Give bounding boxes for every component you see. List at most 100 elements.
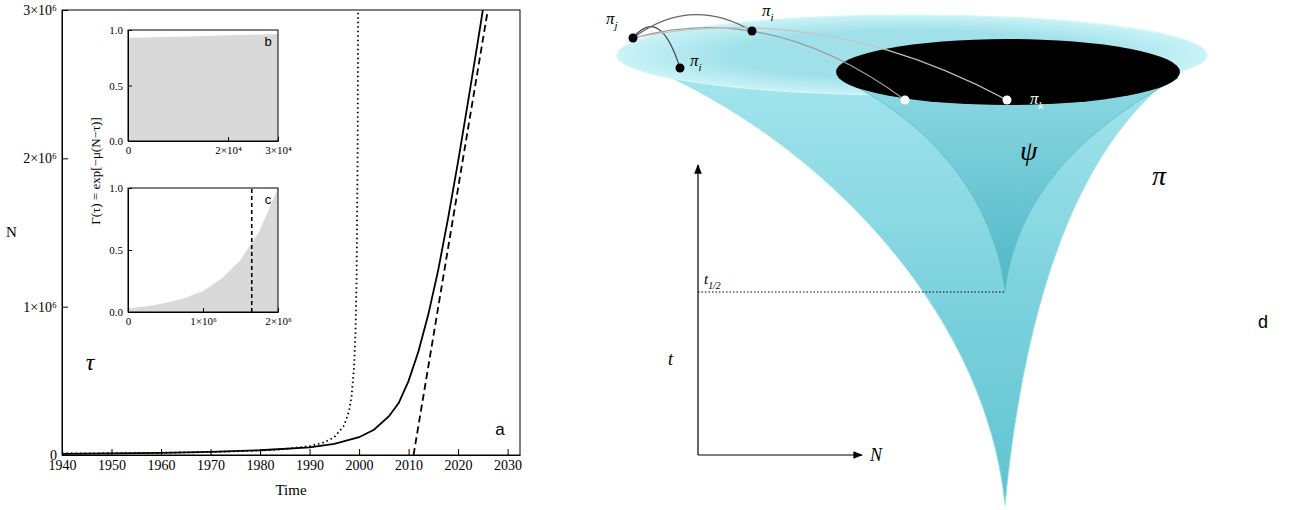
x-tick: 1960	[148, 449, 176, 473]
x-tick-label: 3×10⁴	[265, 144, 292, 156]
x-tick-mark	[508, 449, 509, 455]
y-tick-mark	[128, 250, 132, 251]
reference-line	[251, 188, 253, 312]
cone-body	[617, 55, 1207, 505]
state-label-subscript: k	[1039, 99, 1045, 111]
x-axis-line	[63, 455, 521, 456]
y-tick-label: 0.0	[109, 306, 123, 318]
state-dot	[676, 64, 685, 73]
y-axis-title: N	[6, 224, 17, 240]
y-tick: 3×10⁶	[23, 3, 68, 18]
plot-background	[128, 30, 278, 141]
plot-background	[128, 188, 278, 312]
x-tick: 1980	[247, 449, 275, 473]
plot-marks	[62, 10, 488, 455]
absorbing-region	[836, 39, 1180, 105]
y-tick-label: 0.5	[109, 244, 123, 256]
x-tick-mark	[203, 308, 204, 312]
state-label: πi	[762, 1, 774, 23]
area	[128, 188, 278, 312]
x-tick-label: 1960	[148, 458, 176, 473]
y-tick: 1.0	[109, 182, 132, 194]
x-tick-mark	[458, 449, 459, 455]
x-tick: 1×10⁶	[190, 308, 217, 327]
y-tick: 1×10⁶	[23, 300, 68, 315]
state-label: πk	[1030, 89, 1045, 111]
y-tick-label: 0.5	[109, 80, 123, 92]
panel-2: 01×10⁶2×10⁶0.00.51.0c	[109, 182, 292, 327]
x-tick-mark	[112, 449, 113, 455]
x-tick: 2×10⁶	[265, 308, 292, 327]
state-label: πj	[606, 9, 618, 31]
y-tick: 1.0	[109, 24, 132, 36]
y-tick-mark	[62, 158, 68, 159]
x-tick-label: 2020	[445, 458, 473, 473]
x-axis: 0 2×10⁴ 3×10⁴	[126, 137, 292, 156]
x-tick-label: 2010	[395, 458, 423, 473]
y-tick: 0.0	[109, 306, 132, 318]
x-tick-mark	[228, 137, 229, 141]
state-dot	[748, 27, 757, 36]
x-tick-label: 0	[126, 144, 132, 156]
n-axis	[698, 454, 862, 455]
x-tick: 1970	[197, 449, 225, 473]
plot-marks	[128, 188, 278, 312]
y-tick-mark	[128, 30, 132, 31]
x-tick: 2030	[494, 449, 522, 473]
y-axis: 0.0 0.5 1.0	[109, 24, 132, 147]
panel-0: 1940195019601970198019902000201020202030…	[23, 3, 522, 473]
x-tick-mark	[278, 137, 279, 141]
x-tick-label: 2×10⁶	[265, 315, 292, 327]
x-axis: 0 1×10⁶ 2×10⁶	[126, 308, 292, 327]
axis-label: t	[668, 349, 674, 369]
x-tick: 3×10⁴	[265, 137, 292, 156]
y-axis: 0.0 0.5 1.0	[109, 182, 132, 318]
half-time-line	[698, 292, 1005, 293]
x-axis-title: τ	[86, 349, 96, 375]
diagram: πjπiπiπkt1/2ψπtNd	[606, 1, 1268, 505]
x-tick-mark	[359, 449, 360, 455]
plot-frame	[128, 188, 278, 312]
axis-label: N	[869, 445, 883, 465]
state-dot	[901, 96, 910, 105]
x-tick-label: 0	[126, 315, 132, 327]
figure: 1940195019601970198019902000201020202030…	[0, 0, 1311, 510]
x-tick: 1950	[98, 449, 126, 473]
x-tick-label: 1970	[197, 458, 225, 473]
y-tick-label: 0	[50, 448, 57, 463]
x-tick-mark	[260, 449, 261, 455]
x-tick-label: 1×10⁶	[190, 315, 217, 327]
state-label-subscript: i	[771, 11, 774, 23]
x-tick-mark	[278, 308, 279, 312]
level-label-subscript: 1/2	[708, 280, 721, 291]
panel-1: 02×10⁴3×10⁴0.00.51.0b	[109, 24, 292, 156]
x-tick-label: 1980	[247, 458, 275, 473]
state-label-subscript: j	[613, 19, 618, 31]
series-line	[62, 10, 483, 454]
x-tick: 1990	[296, 449, 324, 473]
x-axis: 1940195019601970198019902000201020202030	[49, 449, 523, 473]
x-tick-label: 1950	[98, 458, 126, 473]
region-label: ψ	[1020, 135, 1038, 166]
x-tick-label: 2000	[346, 458, 374, 473]
x-tick: 2020	[445, 449, 473, 473]
x-axis-title: Time	[275, 482, 306, 498]
x-tick: 2010	[395, 449, 423, 473]
t-axis	[697, 165, 698, 455]
y-tick-label: 2×10⁶	[23, 151, 57, 166]
panel-letter: a	[495, 420, 505, 439]
y-axis-title: Γ(τ) = exp[−μ(N−τ)]	[88, 117, 103, 225]
y-tick: 0.0	[109, 135, 132, 147]
y-tick-label: 1.0	[109, 182, 123, 194]
state-dot	[1003, 96, 1012, 105]
plot-frame	[128, 30, 278, 141]
y-tick-mark	[128, 188, 132, 189]
y-tick-label: 1×10⁶	[23, 300, 57, 315]
region-label: π	[1152, 160, 1167, 191]
x-tick: 2×10⁴	[215, 137, 242, 156]
y-tick-label: 0.0	[109, 135, 123, 147]
state-dot	[629, 34, 638, 43]
state-label-subscript: i	[699, 61, 702, 73]
y-tick-mark	[62, 10, 68, 11]
y-tick-label: 3×10⁶	[23, 3, 57, 18]
